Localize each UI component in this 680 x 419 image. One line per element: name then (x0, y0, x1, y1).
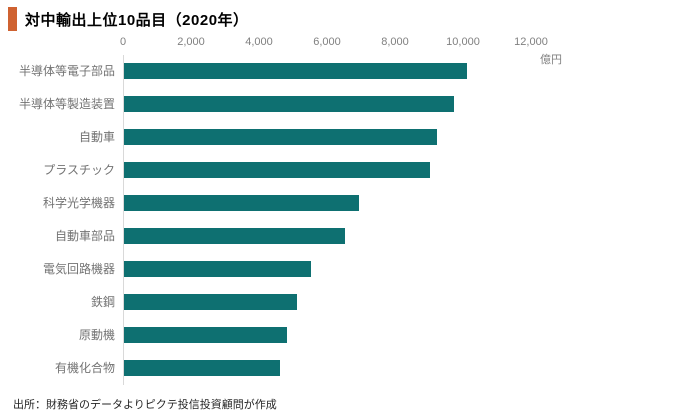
category-label: 電気回路機器 (42, 262, 115, 276)
category-label: 鉄鋼 (90, 295, 115, 309)
category-label: 原動機 (78, 328, 115, 342)
source-note: 出所：財務省のデータよりピクテ投信投資顧問が作成 (13, 399, 277, 411)
axis-tick-label: 0 (119, 36, 127, 48)
bar (124, 195, 359, 211)
bar (124, 360, 281, 376)
axis-tick-label: 6,000 (313, 36, 341, 48)
category-label: 有機化合物 (54, 361, 115, 375)
bar (124, 162, 430, 178)
chart-title: 対中輸出上位10品目（2020年） (25, 11, 249, 29)
bar (124, 129, 437, 145)
category-label: 科学光学機器 (42, 196, 115, 210)
value-axis-baseline (123, 55, 124, 385)
axis-tick-label: 12,000 (514, 36, 548, 48)
category-label: 半導体等製造装置 (18, 97, 115, 111)
title-block: 対中輸出上位10品目（2020年） (8, 7, 249, 31)
bar (124, 261, 311, 277)
category-label: 自動車部品 (54, 229, 115, 243)
axis-tick-label: 2,000 (177, 36, 205, 48)
axis-tick-label: 8,000 (381, 36, 409, 48)
axis-tick-label: 10,000 (446, 36, 480, 48)
category-label: プラスチック (43, 163, 115, 177)
bar (124, 96, 454, 112)
bar (124, 63, 468, 79)
category-label: 自動車 (78, 130, 115, 144)
title-accent-bar (8, 7, 17, 31)
bar (124, 228, 345, 244)
axis-tick-label: 4,000 (245, 36, 273, 48)
bar (124, 327, 288, 343)
axis-unit-label: 億円 (540, 54, 562, 66)
bar (124, 294, 298, 310)
category-label: 半導体等電子部品 (18, 64, 115, 78)
